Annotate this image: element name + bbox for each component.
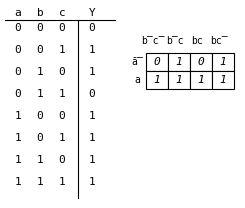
Text: c: c <box>59 8 65 18</box>
Text: 1: 1 <box>89 177 95 187</box>
Text: bc̅: bc̅ <box>210 36 228 46</box>
Text: bc: bc <box>191 36 203 46</box>
Text: 1: 1 <box>89 67 95 77</box>
Text: 1: 1 <box>89 111 95 121</box>
Text: 1: 1 <box>15 177 21 187</box>
Text: 1: 1 <box>15 133 21 143</box>
Bar <box>190 71 212 89</box>
Text: 0: 0 <box>15 45 21 55</box>
Text: 0: 0 <box>37 23 43 33</box>
Text: 1: 1 <box>89 45 95 55</box>
Bar <box>190 53 212 71</box>
Text: 0: 0 <box>154 57 160 67</box>
Bar <box>168 53 190 71</box>
Text: 1: 1 <box>37 155 43 165</box>
Text: 1: 1 <box>89 155 95 165</box>
Bar <box>146 71 168 89</box>
Text: 0: 0 <box>59 155 65 165</box>
Text: 0: 0 <box>37 133 43 143</box>
Text: b̅c̅: b̅c̅ <box>141 36 165 46</box>
Text: ā̅: ā̅ <box>131 57 143 67</box>
Text: 0: 0 <box>15 67 21 77</box>
Text: 1: 1 <box>176 57 182 67</box>
Text: b̅c: b̅c <box>166 36 184 46</box>
Text: 0: 0 <box>15 89 21 99</box>
Text: 0: 0 <box>59 111 65 121</box>
Text: 0: 0 <box>37 45 43 55</box>
Bar <box>212 53 234 71</box>
Text: 1: 1 <box>15 155 21 165</box>
Text: 1: 1 <box>37 89 43 99</box>
Text: 0: 0 <box>59 67 65 77</box>
Text: 0: 0 <box>15 23 21 33</box>
Text: 1: 1 <box>37 67 43 77</box>
Text: 1: 1 <box>220 57 226 67</box>
Bar <box>168 71 190 89</box>
Text: 1: 1 <box>154 75 160 85</box>
Text: a: a <box>134 75 140 85</box>
Bar <box>212 71 234 89</box>
Text: Y: Y <box>89 8 95 18</box>
Text: 1: 1 <box>89 133 95 143</box>
Text: 1: 1 <box>37 177 43 187</box>
Text: 1: 1 <box>59 177 65 187</box>
Text: 1: 1 <box>220 75 226 85</box>
Text: 0: 0 <box>59 23 65 33</box>
Text: 1: 1 <box>59 133 65 143</box>
Text: 0: 0 <box>37 111 43 121</box>
Text: b: b <box>37 8 43 18</box>
Text: a: a <box>15 8 21 18</box>
Text: 0: 0 <box>89 89 95 99</box>
Text: 1: 1 <box>198 75 204 85</box>
Text: 1: 1 <box>176 75 182 85</box>
Text: 1: 1 <box>59 45 65 55</box>
Text: 1: 1 <box>15 111 21 121</box>
Text: 1: 1 <box>59 89 65 99</box>
Text: 0: 0 <box>198 57 204 67</box>
Bar <box>146 53 168 71</box>
Text: 0: 0 <box>89 23 95 33</box>
